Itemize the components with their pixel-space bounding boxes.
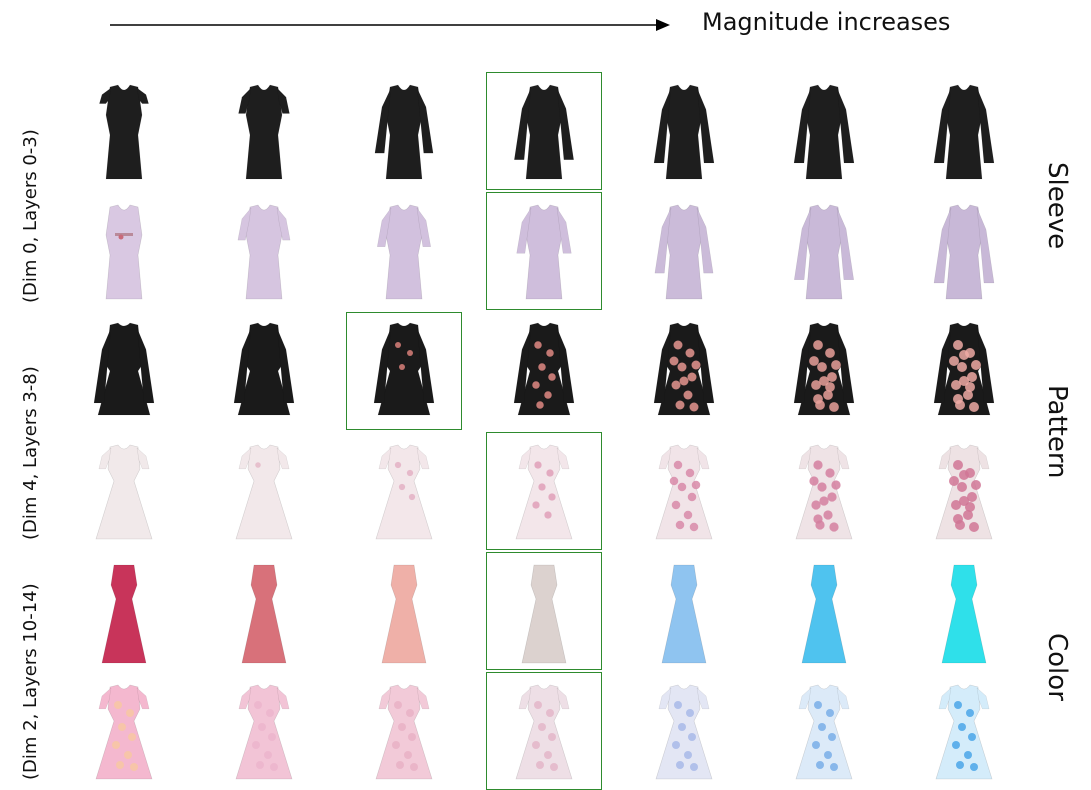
dress-long-sleeve-icon	[653, 84, 715, 180]
image-cell	[66, 192, 182, 310]
dress-long-sleeve-icon	[374, 84, 434, 180]
maxi-gown-icon	[661, 564, 707, 664]
selected-image-cell	[486, 72, 602, 190]
image-cell	[206, 312, 322, 430]
flare-dress-floral-icon	[795, 444, 853, 540]
dress-long-sleeve-icon	[933, 84, 995, 180]
maxi-gown-icon	[101, 564, 147, 664]
selected-image-cell	[486, 192, 602, 310]
flare-dress-icon	[375, 444, 433, 540]
image-cell	[626, 72, 742, 190]
dress-long-sleeve-icon	[793, 84, 855, 180]
dress-long-sleeve-icon	[654, 204, 714, 300]
image-cell	[346, 672, 462, 790]
coat-dress-floral-icon	[373, 322, 435, 416]
image-cell	[766, 672, 882, 790]
image-cell	[766, 192, 882, 310]
image-cell	[206, 192, 322, 310]
image-cell	[206, 672, 322, 790]
dress-strapless-icon	[105, 204, 143, 300]
image-cell	[66, 312, 182, 430]
dress-long-sleeve-icon	[514, 84, 574, 180]
selected-image-cell	[486, 432, 602, 550]
image-cell	[66, 72, 182, 190]
flare-dress-floral-icon	[935, 684, 993, 780]
dress-long-sleeve-icon	[933, 204, 995, 300]
dress-puff-sleeve-icon	[516, 204, 572, 300]
image-cell	[206, 72, 322, 190]
selected-image-cell	[346, 312, 462, 430]
magnitude-arrow-icon	[110, 19, 670, 31]
maxi-gown-icon	[241, 564, 287, 664]
image-cell	[206, 552, 322, 670]
row-group-label-sleeve: (Dim 0, Layers 0-3)	[20, 129, 41, 303]
image-cell	[66, 672, 182, 790]
magnitude-label: Magnitude increases	[702, 8, 951, 36]
dress-long-sleeve-icon	[794, 204, 854, 300]
dress-cap-sleeve-icon	[99, 84, 149, 180]
image-cell	[766, 432, 882, 550]
flare-dress-floral-icon	[935, 444, 993, 540]
row-group-label-color: (Dim 2, Layers 10-14)	[20, 583, 41, 780]
flare-dress-floral-icon	[235, 684, 293, 780]
image-cell	[66, 432, 182, 550]
flare-dress-icon	[95, 444, 153, 540]
image-cell	[906, 432, 1022, 550]
image-cell	[346, 72, 462, 190]
image-cell	[626, 312, 742, 430]
image-cell	[906, 192, 1022, 310]
row-group-label-pattern: (Dim 4, Layers 3-8)	[20, 366, 41, 540]
dress-short-sleeve-icon	[238, 84, 290, 180]
coat-dress-floral-icon	[653, 322, 715, 416]
coat-dress-floral-icon	[933, 322, 995, 416]
image-cell	[906, 72, 1022, 190]
image-cell	[346, 192, 462, 310]
image-cell	[626, 192, 742, 310]
coat-dress-floral-icon	[513, 322, 575, 416]
image-cell	[206, 432, 322, 550]
image-cell	[66, 552, 182, 670]
image-cell	[906, 672, 1022, 790]
flare-dress-floral-icon	[795, 684, 853, 780]
coat-dress-icon	[233, 322, 295, 416]
image-cell	[766, 72, 882, 190]
selected-image-cell	[486, 552, 602, 670]
maxi-gown-icon	[381, 564, 427, 664]
image-cell	[486, 312, 602, 430]
attribute-label-pattern: Pattern	[1042, 385, 1072, 479]
flare-dress-icon	[235, 444, 293, 540]
dress-puff-sleeve-icon	[377, 204, 431, 300]
image-cell	[626, 432, 742, 550]
flare-dress-floral-icon	[655, 684, 713, 780]
flare-dress-floral-icon	[375, 684, 433, 780]
flare-dress-floral-icon	[655, 444, 713, 540]
image-cell	[766, 312, 882, 430]
image-cell	[626, 672, 742, 790]
flare-dress-floral-icon	[95, 684, 153, 780]
selected-image-cell	[486, 672, 602, 790]
flare-dress-floral-icon	[515, 444, 573, 540]
flare-dress-floral-icon	[515, 684, 573, 780]
coat-dress-icon	[93, 322, 155, 416]
coat-dress-floral-icon	[793, 322, 855, 416]
image-cell	[346, 432, 462, 550]
attribute-label-sleeve: Sleeve	[1042, 162, 1072, 250]
image-cell	[626, 552, 742, 670]
maxi-gown-icon	[801, 564, 847, 664]
image-cell	[766, 552, 882, 670]
image-cell	[906, 312, 1022, 430]
image-cell	[906, 552, 1022, 670]
attribute-label-color: Color	[1042, 633, 1072, 701]
maxi-gown-icon	[941, 564, 987, 664]
dress-puff-sleeve-icon	[237, 204, 291, 300]
image-cell	[346, 552, 462, 670]
maxi-gown-icon	[521, 564, 567, 664]
